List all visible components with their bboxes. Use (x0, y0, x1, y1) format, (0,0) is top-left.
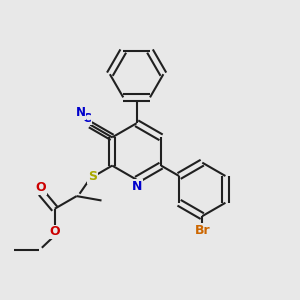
Text: C: C (82, 112, 91, 125)
Text: N: N (131, 180, 142, 193)
Text: S: S (88, 170, 98, 183)
Text: Br: Br (195, 224, 211, 237)
Text: N: N (76, 106, 85, 119)
Text: O: O (35, 181, 46, 194)
Text: O: O (50, 225, 60, 239)
